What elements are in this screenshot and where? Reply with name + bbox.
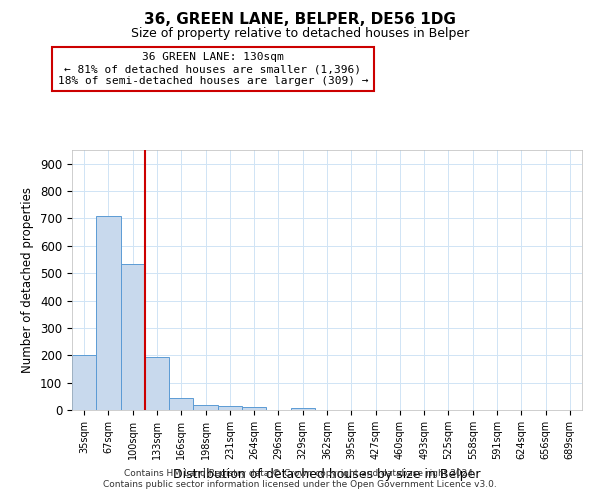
Bar <box>72 356 96 410</box>
Bar <box>169 398 193 410</box>
Bar <box>96 216 121 410</box>
Text: 36, GREEN LANE, BELPER, DE56 1DG: 36, GREEN LANE, BELPER, DE56 1DG <box>144 12 456 28</box>
Bar <box>121 264 145 410</box>
Y-axis label: Number of detached properties: Number of detached properties <box>22 187 34 373</box>
Text: 36 GREEN LANE: 130sqm
← 81% of detached houses are smaller (1,396)
18% of semi-d: 36 GREEN LANE: 130sqm ← 81% of detached … <box>58 52 368 86</box>
Bar <box>145 358 169 410</box>
Bar <box>290 408 315 410</box>
Text: Contains HM Land Registry data © Crown copyright and database right 2024.: Contains HM Land Registry data © Crown c… <box>124 468 476 477</box>
X-axis label: Distribution of detached houses by size in Belper: Distribution of detached houses by size … <box>173 468 481 480</box>
Text: Contains public sector information licensed under the Open Government Licence v3: Contains public sector information licen… <box>103 480 497 489</box>
Bar <box>193 404 218 410</box>
Text: Size of property relative to detached houses in Belper: Size of property relative to detached ho… <box>131 28 469 40</box>
Bar <box>218 406 242 410</box>
Bar <box>242 408 266 410</box>
